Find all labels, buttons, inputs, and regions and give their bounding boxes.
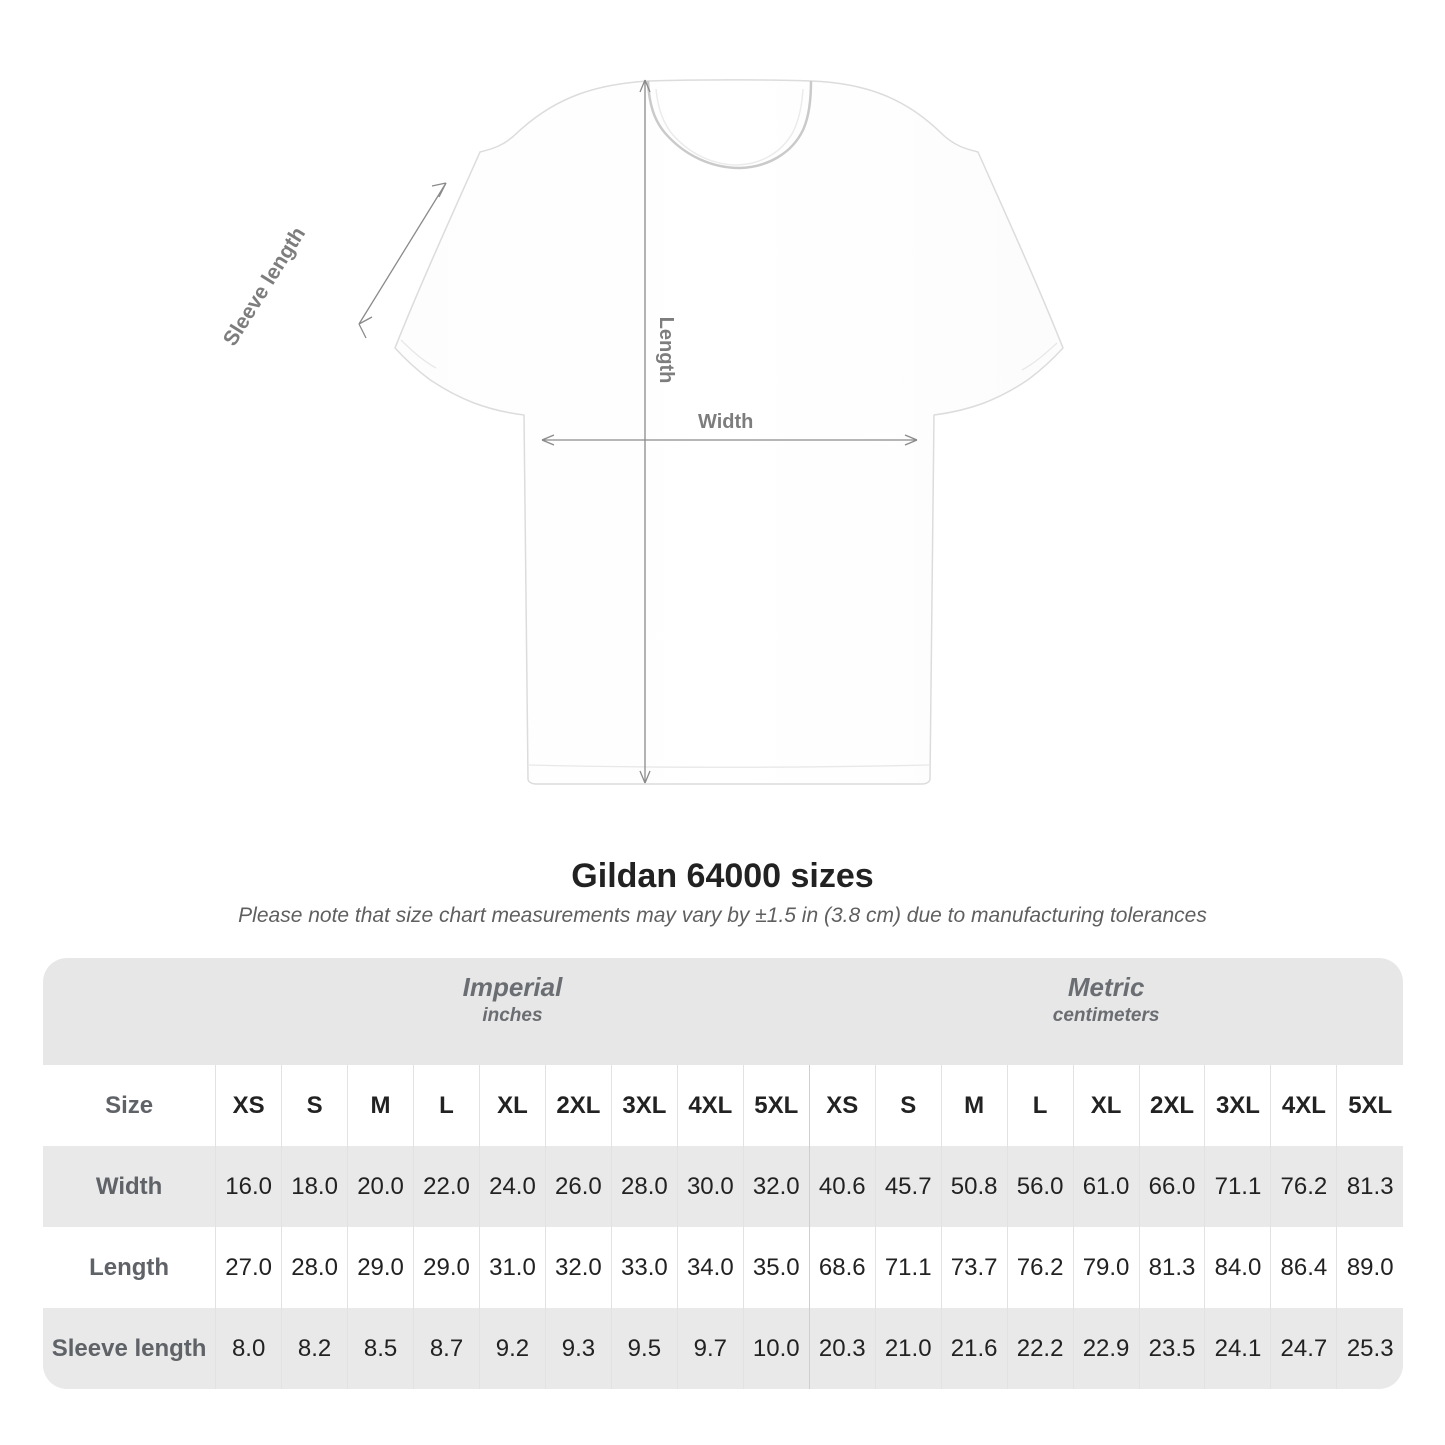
svg-text:Sleeve length: Sleeve length	[219, 223, 310, 350]
svg-text:Width: Width	[698, 411, 753, 433]
svg-text:Length: Length	[655, 317, 677, 384]
